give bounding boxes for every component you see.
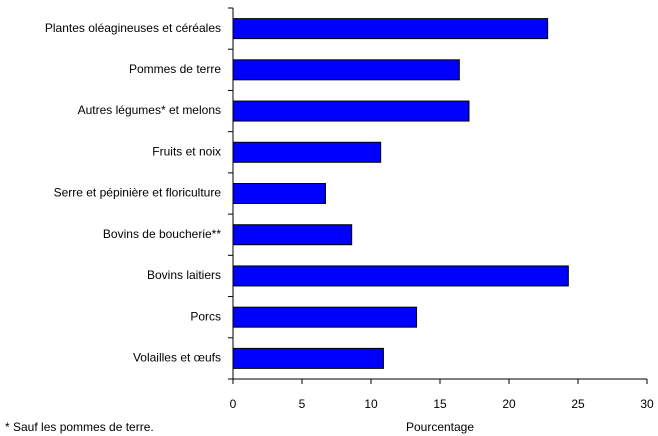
bar — [232, 347, 384, 369]
y-tick-label: Bovins laitiers — [147, 268, 221, 282]
y-tick-label: Porcs — [190, 309, 221, 323]
bar — [232, 18, 549, 40]
footnote: * Sauf les pommes de terre. — [5, 420, 154, 434]
bar — [232, 100, 470, 122]
x-tick-label: 0 — [230, 397, 237, 411]
x-tick-label: 25 — [571, 397, 585, 411]
x-axis-label: Pourcentage — [406, 420, 474, 434]
x-tick-label: 10 — [364, 397, 378, 411]
y-tick-label: Serre et pépinière et floriculture — [54, 186, 222, 200]
y-tick-label: Pommes de terre — [129, 62, 221, 76]
y-tick-label: Autres légumes* et melons — [78, 103, 221, 117]
bar — [232, 224, 353, 246]
bar — [232, 306, 418, 328]
y-tick-label: Fruits et noix — [152, 144, 221, 158]
bar — [232, 59, 460, 81]
x-tick-label: 15 — [433, 397, 447, 411]
x-tick-label: 20 — [502, 397, 516, 411]
bar — [232, 141, 382, 163]
y-tick-label: Volailles et œufs — [133, 351, 221, 365]
bar — [232, 265, 569, 287]
x-tick-label: 5 — [299, 397, 306, 411]
x-tick-label: 30 — [640, 397, 654, 411]
bar — [232, 183, 326, 204]
y-tick-label: Plantes oléagineuses et céréales — [45, 21, 221, 35]
y-tick-label: Bovins de boucherie** — [103, 227, 221, 241]
